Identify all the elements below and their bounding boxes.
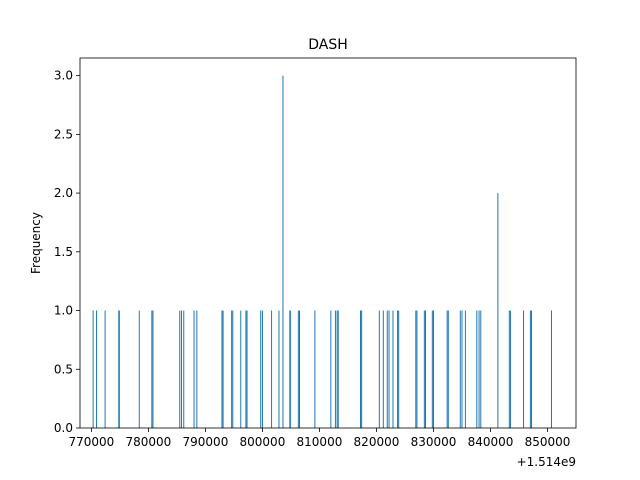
y-tick-label: 1.5 (54, 245, 73, 259)
histogram-bar (232, 310, 234, 428)
histogram-bar (447, 310, 449, 428)
x-tick-label: 810000 (297, 435, 343, 449)
histogram-bar (104, 310, 106, 428)
histogram-bar (193, 310, 195, 428)
histogram-bar (416, 310, 418, 428)
histogram-bar (260, 310, 262, 428)
histogram-bar (180, 310, 182, 428)
x-tick-label: 800000 (240, 435, 286, 449)
y-tick-label: 2.0 (54, 186, 73, 200)
histogram-bar (461, 310, 463, 428)
histogram-bar (398, 310, 400, 428)
histogram-bar (464, 310, 466, 428)
chart-title: DASH (308, 37, 348, 53)
y-tick-label: 0.0 (54, 421, 73, 435)
histogram-bar (196, 310, 198, 428)
histogram-bar (378, 310, 380, 428)
histogram-bar (183, 310, 185, 428)
histogram-bar (151, 310, 153, 428)
histogram-bar (297, 310, 299, 428)
histogram-bar (360, 310, 361, 428)
histogram-bar (138, 310, 140, 428)
histogram-bar (118, 310, 120, 428)
bars-group (92, 75, 552, 429)
histogram-bar (314, 310, 316, 428)
histogram-bar (392, 310, 394, 428)
histogram-bar (221, 310, 223, 428)
histogram-bar (222, 310, 224, 428)
histogram-bar (386, 310, 388, 428)
y-tick-label: 2.5 (54, 127, 73, 141)
histogram-bar (246, 310, 248, 428)
histogram-bar (423, 310, 425, 428)
histogram-bar (415, 310, 417, 428)
histogram-bar (289, 310, 291, 428)
histogram-bar (337, 310, 339, 428)
x-offset-label: +1.514e9 (517, 455, 576, 469)
histogram-bar (531, 310, 533, 428)
histogram-bar (523, 310, 525, 428)
histogram-bar (240, 310, 242, 428)
histogram-bar (336, 310, 338, 428)
x-tick-label: 780000 (126, 435, 172, 449)
histogram-bar (382, 310, 384, 428)
histogram-bar (550, 310, 552, 428)
histogram-bar (431, 310, 433, 428)
x-tick-label: 850000 (525, 435, 571, 449)
y-tick-label: 3.0 (54, 69, 73, 83)
y-tick-label: 0.5 (54, 362, 73, 376)
histogram-bar (397, 310, 399, 428)
histogram-bar (497, 193, 499, 428)
histogram-bar (118, 310, 120, 428)
x-tick-label: 830000 (411, 435, 457, 449)
histogram-bar (179, 310, 181, 428)
histogram-bar (478, 310, 480, 428)
histogram-bar (92, 310, 94, 428)
histogram-bar (330, 310, 332, 428)
histogram-bar (361, 310, 363, 428)
y-tick-label: 1.0 (54, 304, 73, 318)
x-tick-label: 770000 (68, 435, 114, 449)
histogram-bar (480, 310, 482, 428)
histogram-bar (334, 310, 336, 428)
histogram-bar (388, 310, 390, 428)
histogram-bar (278, 310, 280, 428)
histogram-bar (509, 310, 511, 428)
x-axis: 770000 780000 790000 800000 810000 820000 8300… (68, 428, 570, 449)
histogram-bar (289, 310, 291, 428)
histogram-bar (282, 75, 284, 429)
histogram-bar (424, 310, 426, 428)
histogram-bar (459, 310, 461, 428)
histogram-bar (96, 310, 98, 428)
x-tick-label: 790000 (183, 435, 229, 449)
histogram-bar (446, 310, 448, 428)
histogram-bar (508, 310, 510, 428)
y-axis-label: Frequency (29, 212, 43, 274)
histogram-bar (529, 310, 531, 428)
histogram-bar (231, 310, 233, 428)
x-tick-label: 820000 (354, 435, 400, 449)
y-axis: 0.0 0.5 1.0 1.5 2.0 2.5 3.0 (54, 69, 80, 435)
histogram-bar (271, 310, 273, 428)
histogram-bar (245, 310, 247, 428)
histogram-bar (476, 310, 478, 428)
histogram-bar (261, 310, 263, 428)
histogram-bar (432, 310, 434, 428)
histogram-bar (152, 310, 154, 428)
x-tick-label: 840000 (468, 435, 514, 449)
histogram-bar (298, 310, 300, 428)
plot-frame (79, 57, 577, 429)
